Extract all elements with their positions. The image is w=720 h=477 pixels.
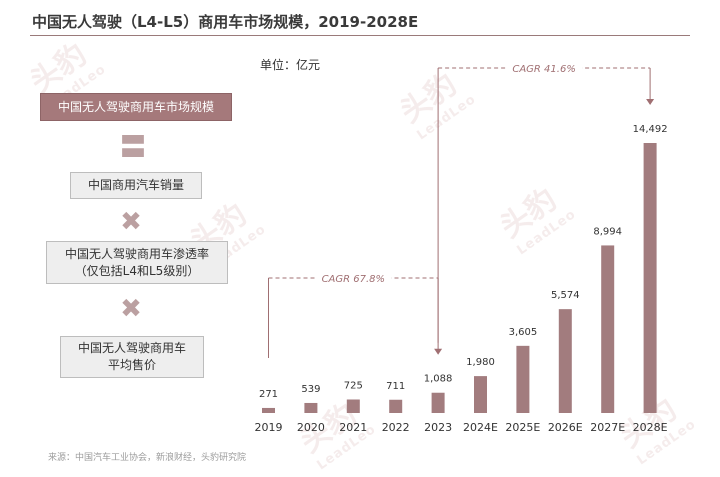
bar-2019 <box>262 407 275 413</box>
value-label-2024E: 1,980 <box>466 357 495 368</box>
bar-2026E <box>558 309 572 413</box>
equals-icon: 〓 <box>120 133 147 163</box>
bar-2023 <box>431 392 445 413</box>
bar-2022 <box>389 399 403 413</box>
x-tick-2025E: 2025E <box>505 421 540 434</box>
x-tick-2022: 2022 <box>382 421 410 434</box>
title-divider <box>30 35 690 36</box>
value-label-2022: 711 <box>386 381 405 392</box>
cagr-arrow-icon <box>646 99 655 105</box>
x-axis-labels: 2019 2020 2021 2022 2023 2024E 2025E 2026E 2027E… <box>255 421 668 434</box>
value-label-2021: 725 <box>344 380 363 391</box>
value-label-2020: 539 <box>301 384 320 395</box>
formula-factor-sales-box: 中国商用汽车销量 <box>70 172 202 199</box>
formula-factor-price-label: 中国无人驾驶商用车平均售价 <box>77 341 186 372</box>
bar-2020 <box>304 402 318 413</box>
formula-result-box: 中国无人驾驶商用车市场规模 <box>40 93 232 121</box>
x-tick-2020: 2020 <box>297 421 325 434</box>
value-label-2023: 1,088 <box>424 374 453 385</box>
x-tick-2024E: 2024E <box>463 421 498 434</box>
x-tick-2027E: 2027E <box>590 421 625 434</box>
multiply-icon: ✖ <box>120 207 142 237</box>
bar-2028E <box>643 143 657 413</box>
formula-factor-penetration-box: 中国无人驾驶商用车渗透率（仅包括L4和L5级别） <box>46 241 228 284</box>
bars <box>262 143 657 413</box>
formula-factor-sales-label: 中国商用汽车销量 <box>87 178 184 192</box>
value-label-2028E: 14,492 <box>633 124 668 135</box>
value-label-2027E: 8,994 <box>593 226 622 237</box>
value-labels: 271 539 725 711 1,088 1,980 3,605 5,574 8,994 14,… <box>259 124 668 400</box>
x-tick-2026E: 2026E <box>548 421 583 434</box>
unit-label: 单位：亿元 <box>260 58 321 72</box>
x-tick-2021: 2021 <box>339 421 367 434</box>
multiply-icon: ✖ <box>120 294 142 324</box>
value-label-2026E: 5,574 <box>551 290 580 301</box>
formula-factor-price-box: 中国无人驾驶商用车平均售价 <box>60 336 204 378</box>
formula-factor-penetration-label: 中国无人驾驶商用车渗透率（仅包括L4和L5级别） <box>64 246 209 278</box>
x-tick-2023: 2023 <box>424 421 452 434</box>
cagr-label-bg <box>315 270 392 286</box>
cagr-label-bg <box>506 60 583 76</box>
x-tick-2019: 2019 <box>255 421 283 434</box>
source-note: 来源：中国汽车工业协会，新浪财经，头豹研究院 <box>48 453 247 463</box>
cagr-arrow-icon <box>434 348 443 355</box>
bar-2025E <box>516 345 530 413</box>
value-label-2025E: 3,605 <box>509 327 538 338</box>
cagr-annotations: CAGR 67.8% CAGR 41.6% <box>268 60 655 358</box>
cagr-label: CAGR 67.8% <box>322 274 385 285</box>
value-label-2019: 271 <box>259 389 278 400</box>
bar-2027E <box>601 245 615 413</box>
bar-2024E <box>474 376 487 413</box>
bar-2021 <box>346 399 360 413</box>
x-tick-2028E: 2028E <box>633 421 668 434</box>
page-title: 中国无人驾驶（L4-L5）商用车市场规模，2019-2028E <box>32 13 419 31</box>
cagr-label: CAGR 41.6% <box>512 64 575 75</box>
formula-result-label: 中国无人驾驶商用车市场规模 <box>57 99 214 114</box>
